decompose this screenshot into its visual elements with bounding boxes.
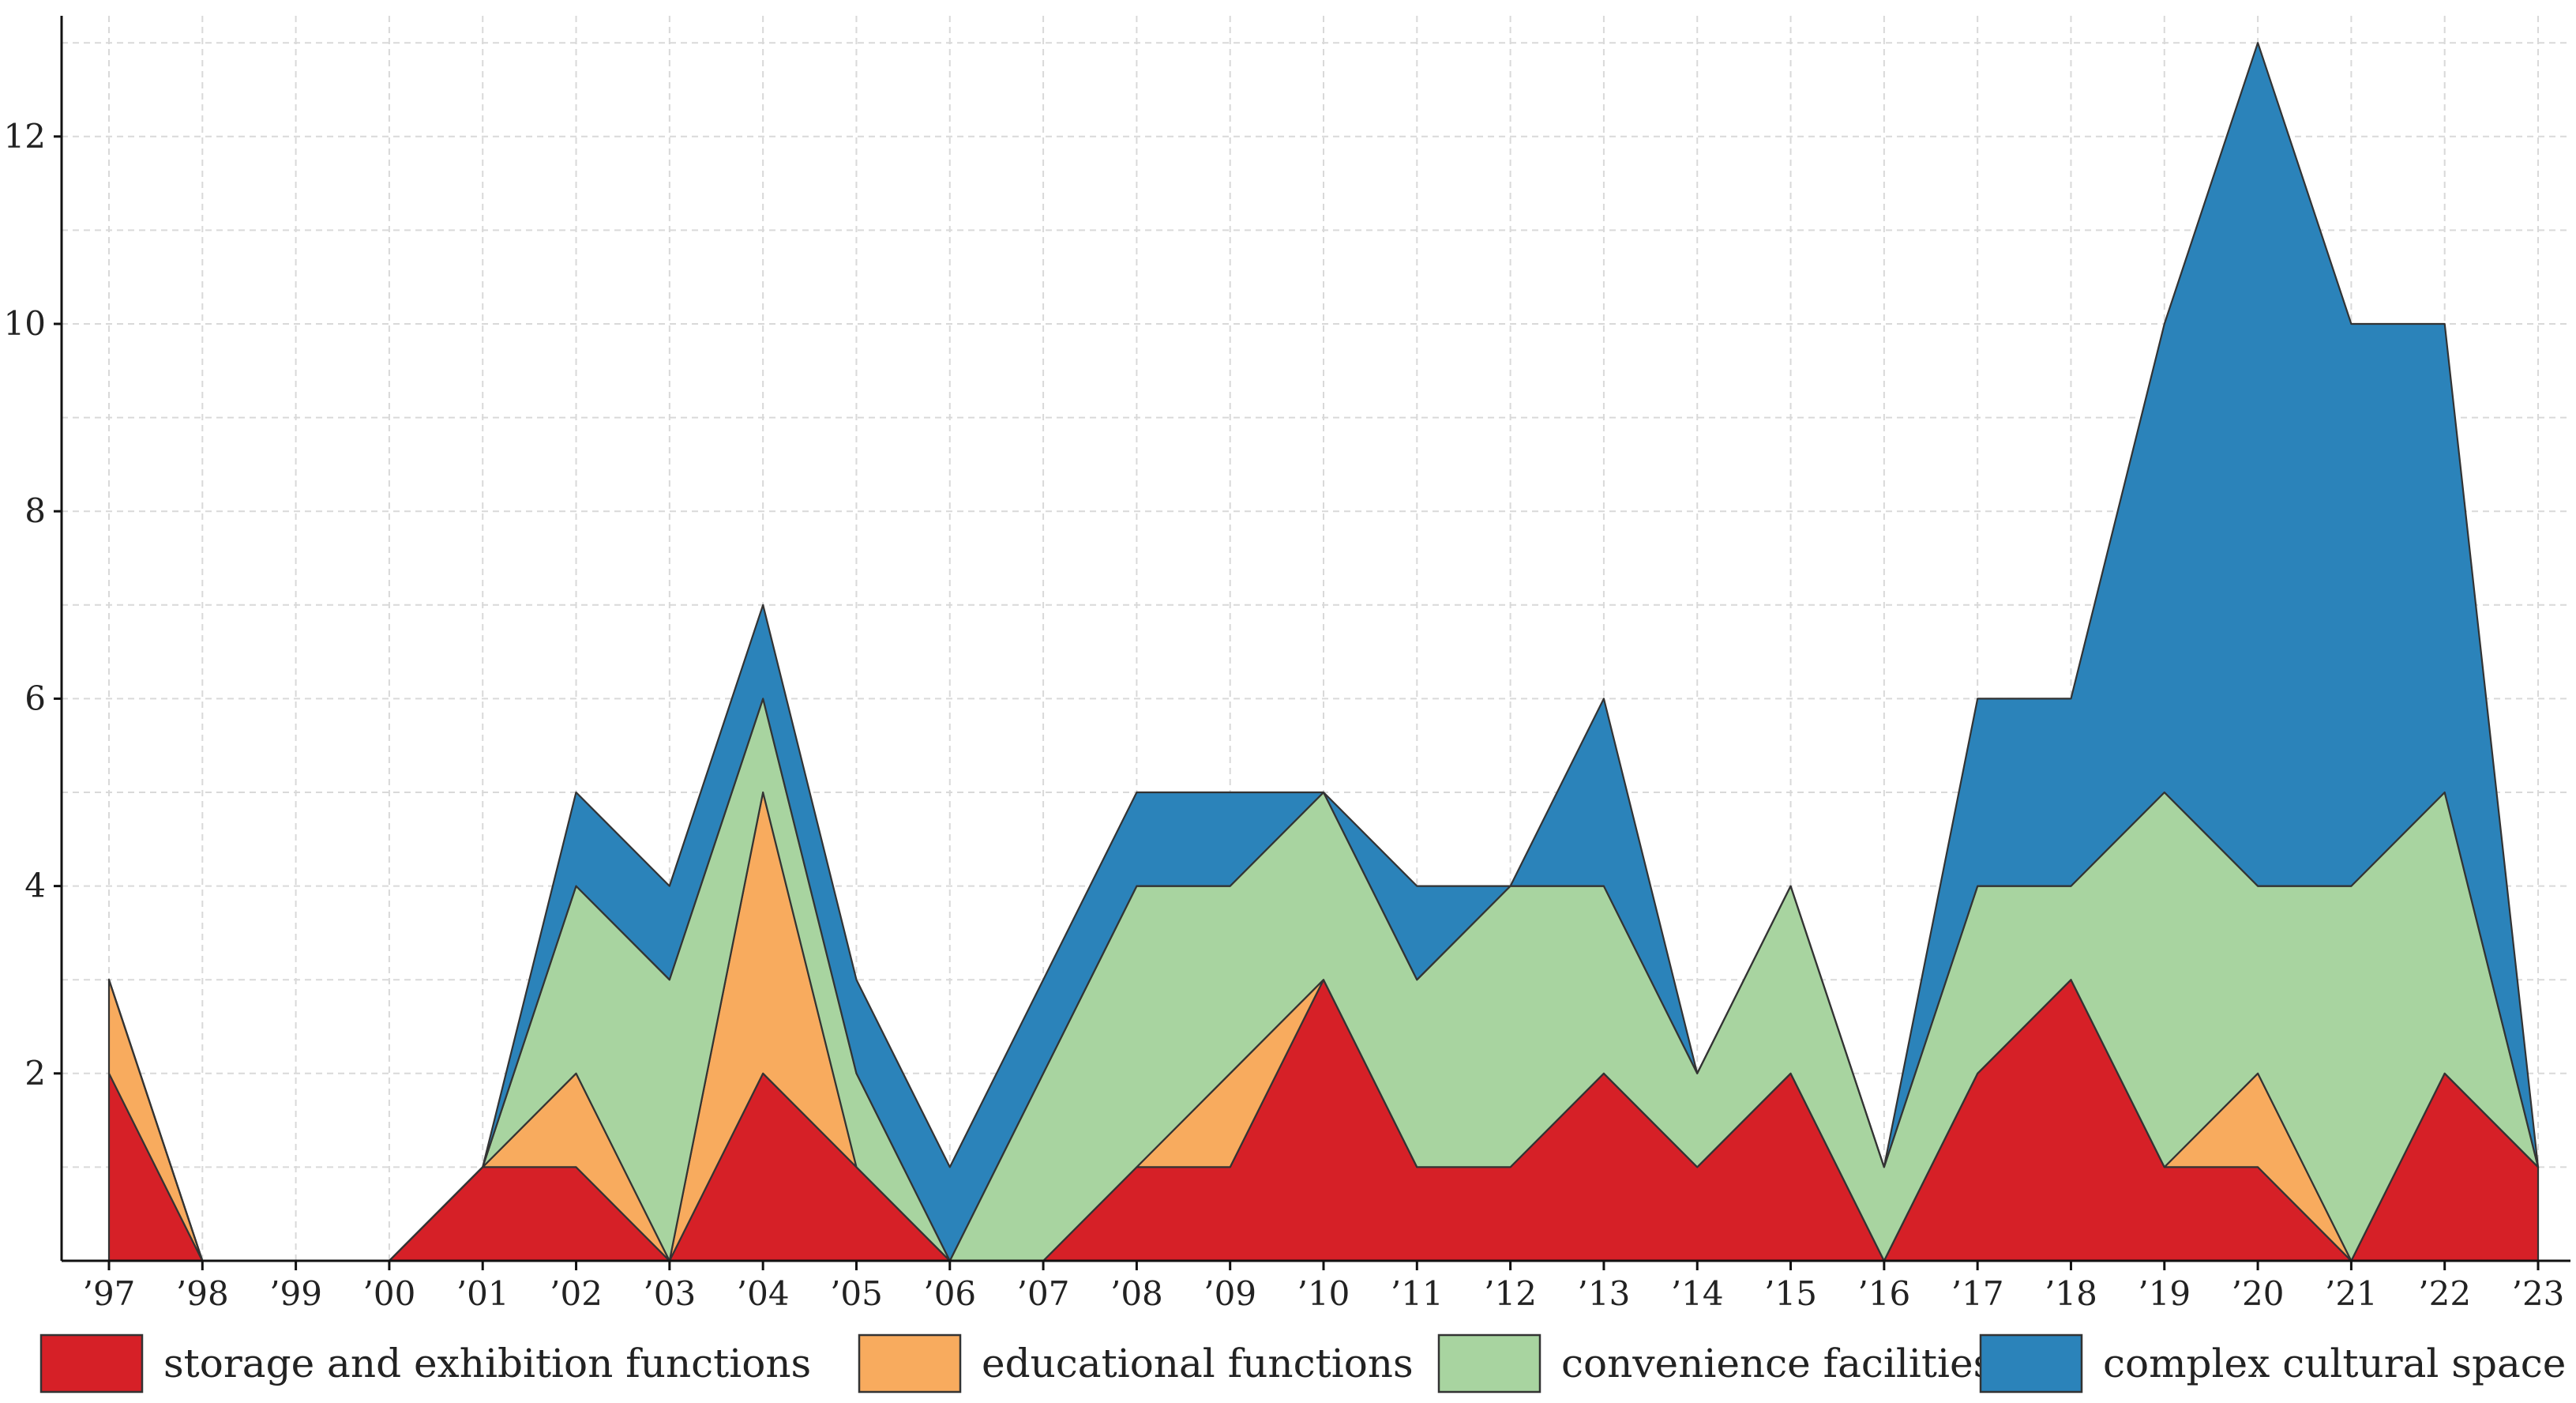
x-tick-label: ’20 [2232,1274,2285,1313]
legend-label: storage and exhibition functions [163,1341,811,1386]
y-tick-label: 8 [24,491,46,530]
x-tick-label: ’09 [1204,1274,1256,1313]
legend: storage and exhibition functions educatio… [39,1333,2566,1394]
x-tick-label: ’03 [643,1274,696,1313]
y-tick-label: 4 [24,867,46,905]
y-tick-label: 6 [24,679,46,717]
legend-swatch [1437,1333,1541,1394]
x-tick-label: ’23 [2512,1274,2565,1313]
x-tick-label: ’18 [2045,1274,2097,1313]
x-tick-label: ’98 [176,1274,229,1313]
x-tick-label: ’12 [1484,1274,1537,1313]
x-tick-label: ’22 [2418,1274,2471,1313]
legend-label: convenience facilities [1561,1341,1993,1386]
y-tick-label: 10 [4,304,46,343]
x-tick-label: ’08 [1110,1274,1163,1313]
x-tick-label: ’99 [269,1274,322,1313]
y-axis-ticks: 2 4 6 8 10 12 [4,117,62,1093]
y-tick-label: 12 [4,117,46,156]
x-tick-label: ’00 [363,1274,416,1313]
x-tick-label: ’11 [1391,1274,1444,1313]
x-tick-label: ’97 [83,1274,136,1313]
area-layers [107,42,2540,1262]
x-tick-label: ’10 [1297,1274,1350,1313]
area-complex-cultural-space [107,42,2540,1262]
legend-swatch [1979,1333,2083,1394]
x-axis-ticks: ’97 ’98 ’99 ’00 ’01 ’02 ’03 ’04 ’05 ’06 ’07 ’08 ’09 ’… [83,1261,2565,1313]
axes [60,16,2570,1262]
x-tick-label: ’17 [1951,1274,2004,1313]
x-tick-label: ’05 [830,1274,883,1313]
x-tick-label: ’16 [1857,1274,1910,1313]
x-tick-label: ’15 [1764,1274,1817,1313]
x-tick-label: ’19 [2138,1274,2191,1313]
x-tick-label: ’04 [737,1274,790,1313]
legend-swatch [858,1333,962,1394]
x-tick-label: ’07 [1017,1274,1070,1313]
x-tick-label: ’21 [2325,1274,2378,1313]
x-tick-label: ’13 [1578,1274,1631,1313]
x-tick-label: ’02 [550,1274,603,1313]
legend-swatch [39,1333,144,1394]
legend-label: educational functions [982,1341,1414,1386]
x-tick-label: ’14 [1671,1274,1724,1313]
y-tick-label: 2 [24,1054,46,1093]
x-tick-label: ’06 [923,1274,976,1313]
x-tick-label: ’01 [456,1274,509,1313]
legend-label: complex cultural space [2103,1341,2566,1386]
